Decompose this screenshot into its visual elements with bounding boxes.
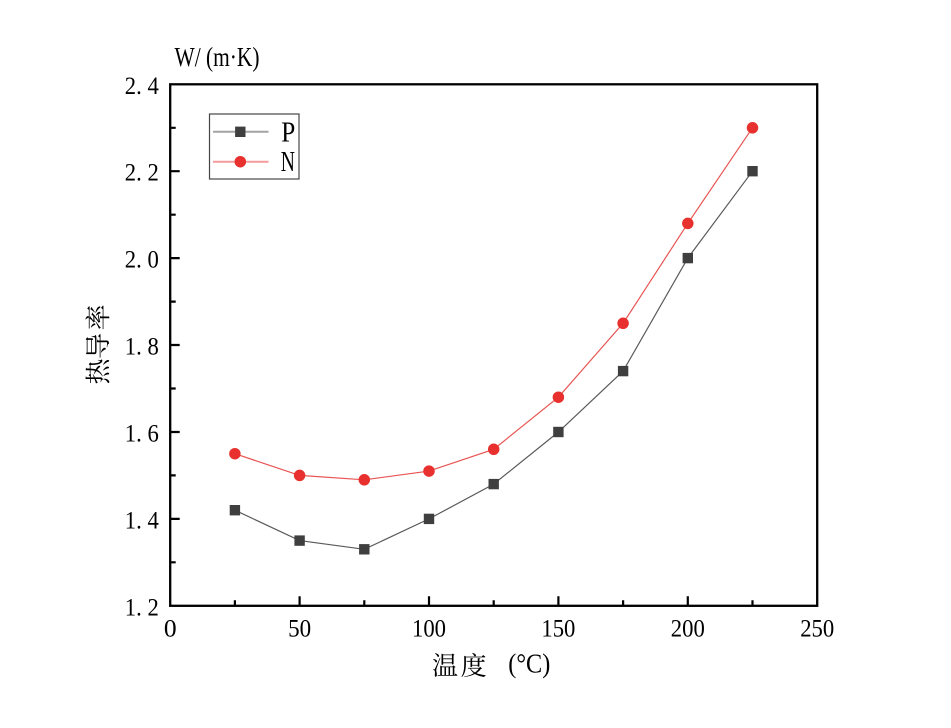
svg-text:N: N xyxy=(281,147,295,178)
svg-text:(°C): (°C) xyxy=(508,648,550,678)
svg-text:1. 8: 1. 8 xyxy=(125,332,159,361)
svg-text:1. 2: 1. 2 xyxy=(125,592,159,621)
svg-text:50: 50 xyxy=(288,613,311,642)
svg-text:1. 6: 1. 6 xyxy=(125,419,159,448)
svg-text:P: P xyxy=(281,117,295,148)
svg-text:250: 250 xyxy=(800,613,834,642)
svg-text:2. 2: 2. 2 xyxy=(125,158,159,187)
svg-text:150: 150 xyxy=(541,613,575,642)
svg-text:100: 100 xyxy=(412,613,446,642)
svg-text:1. 4: 1. 4 xyxy=(125,505,159,534)
svg-text:W/ (m·K): W/ (m·K) xyxy=(175,41,260,72)
svg-text:200: 200 xyxy=(671,613,705,642)
svg-text:2. 4: 2. 4 xyxy=(125,71,159,100)
svg-text:2. 0: 2. 0 xyxy=(125,245,159,274)
svg-text:0: 0 xyxy=(164,613,177,642)
